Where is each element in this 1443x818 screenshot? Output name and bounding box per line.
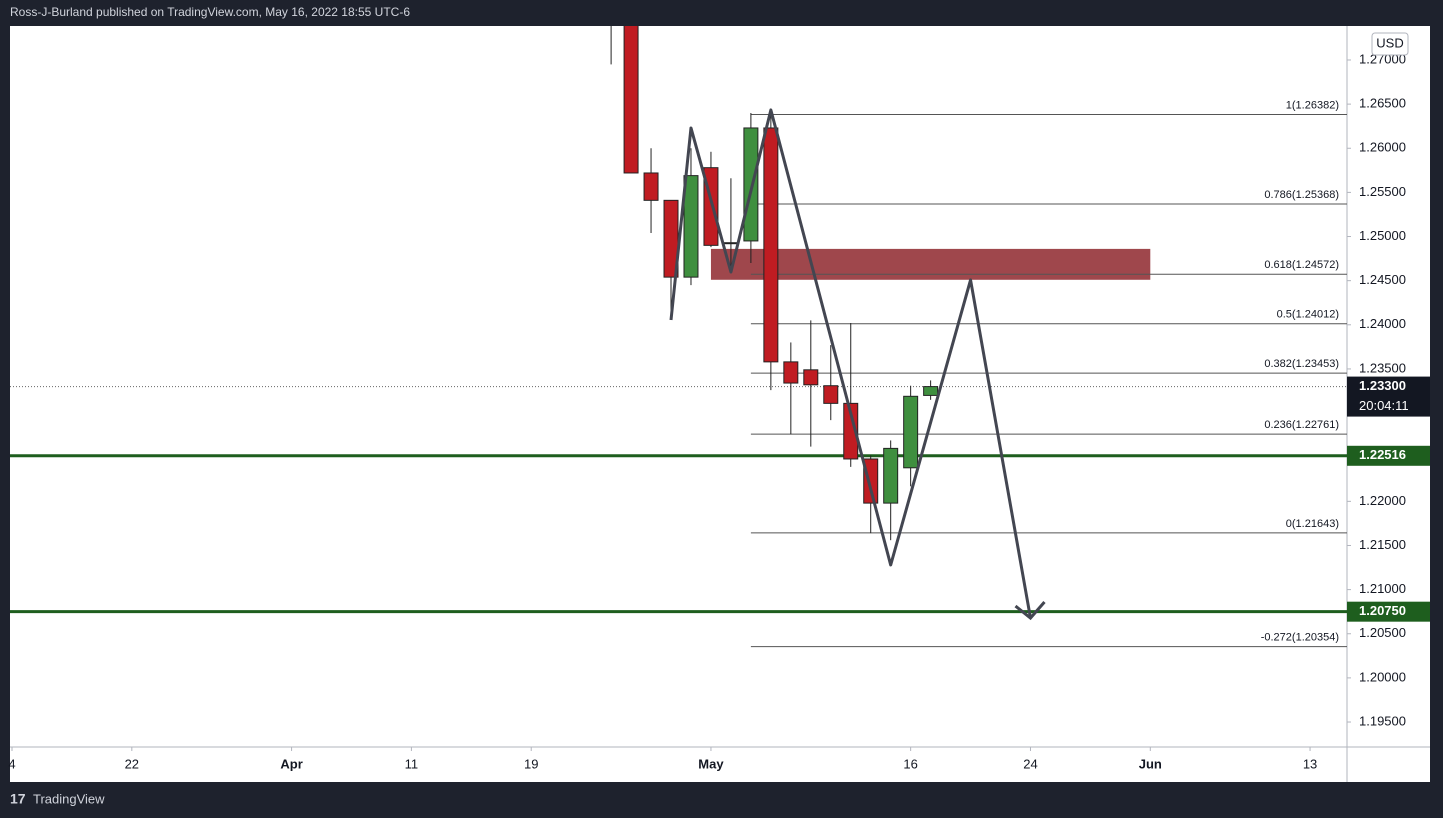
fib-label: 0.786(1.25368)	[1264, 189, 1339, 201]
fib-label: 1(1.26382)	[1286, 99, 1339, 111]
fib-label: 0(1.21643)	[1286, 518, 1339, 530]
countdown: 20:04:11	[1359, 398, 1409, 413]
level-label-box	[1347, 601, 1430, 622]
y-tick-label: 1.26500	[1359, 96, 1406, 111]
candle-body	[823, 385, 839, 404]
candle-body	[903, 395, 919, 469]
x-tick-label: 22	[125, 756, 139, 771]
currency: USD	[1376, 35, 1403, 50]
last-price-box	[1347, 376, 1430, 417]
fib-label: -0.272(1.20354)	[1261, 632, 1339, 644]
y-tick-label: 1.20000	[1359, 669, 1406, 684]
axes: 1.270001.265001.260001.255001.250001.245…	[8, 51, 1430, 771]
last-price-label: 1.23300	[1359, 378, 1406, 393]
candle-body	[723, 242, 739, 245]
y-tick-label: 1.21000	[1359, 581, 1406, 596]
x-tick-label: 4	[8, 756, 15, 771]
level-label: 1.20750	[1359, 603, 1406, 618]
logo-text: TradingView	[33, 791, 105, 806]
candle-body	[803, 369, 819, 386]
x-tick-label: Apr	[280, 756, 302, 771]
x-tick-label: 19	[524, 756, 538, 771]
logo-mark: 17	[10, 791, 26, 807]
candle-body	[843, 402, 859, 460]
level-label: 1.22516	[1359, 447, 1406, 462]
y-tick-label: 1.25000	[1359, 228, 1406, 243]
fib-label: 0.5(1.24012)	[1277, 309, 1339, 321]
y-tick-label: 1.25500	[1359, 184, 1406, 199]
candle-body	[783, 361, 799, 384]
x-tick-label: Jun	[1139, 756, 1162, 771]
currency-box	[1371, 32, 1409, 56]
y-tick-label: 1.21500	[1359, 537, 1406, 552]
x-tick-label: 24	[1023, 756, 1037, 771]
logo: 17 TradingView	[10, 791, 105, 807]
projection-path	[669, 108, 1032, 619]
candle-body	[743, 127, 759, 242]
y-tick-label: 1.20500	[1359, 625, 1406, 640]
candle-body	[923, 386, 939, 396]
y-tick-label: 1.19500	[1359, 713, 1406, 728]
y-tick-label: 1.24500	[1359, 272, 1406, 287]
x-tick-label: 16	[903, 756, 917, 771]
y-tick-label: 1.24000	[1359, 316, 1406, 331]
y-tick-label: 1.26000	[1359, 140, 1406, 155]
candle-body	[623, 26, 639, 174]
arrow-head	[1014, 601, 1046, 621]
x-tick-label: 13	[1303, 756, 1317, 771]
header: Ross-J-Burland published on TradingView.…	[10, 5, 410, 19]
candle-body	[643, 172, 659, 201]
candle-body	[683, 175, 699, 278]
x-tick-label: 11	[405, 756, 419, 771]
candle-body	[763, 127, 779, 363]
level-label-box	[1347, 445, 1430, 466]
fib-label: 0.382(1.23453)	[1264, 358, 1339, 370]
x-tick-label: May	[698, 756, 724, 771]
y-tick-label: 1.23500	[1359, 360, 1406, 375]
chart-area	[10, 26, 1430, 782]
candle-body	[883, 447, 899, 504]
plot: 1(1.26382) 0.786(1.25368) 0.618(1.24572) 0.…	[10, 26, 1347, 648]
fib-label: 0.236(1.22761)	[1264, 419, 1339, 431]
y-tick-label: 1.22000	[1359, 493, 1406, 508]
fib-label: 0.618(1.24572)	[1264, 259, 1339, 271]
